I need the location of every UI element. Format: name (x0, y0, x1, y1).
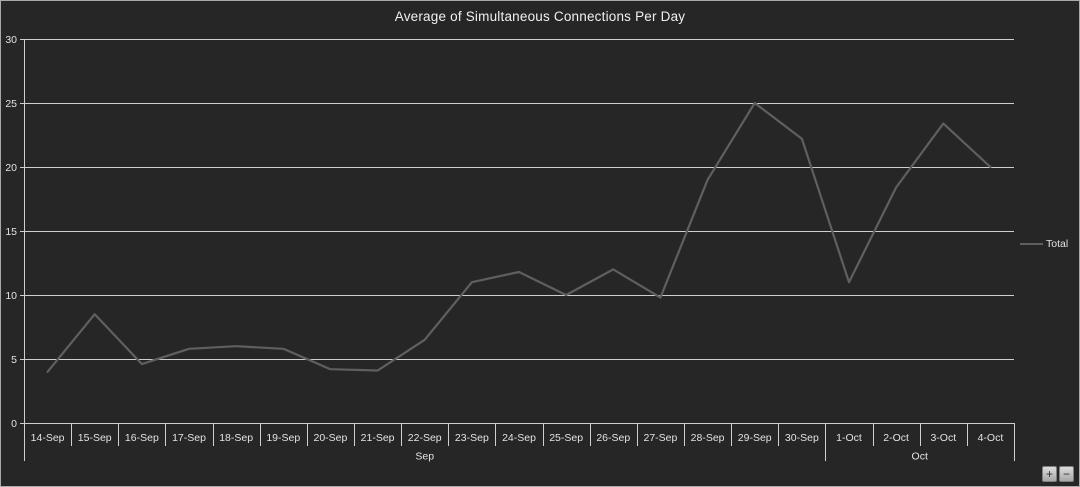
x-axis-category-label: 17-Sep (172, 432, 206, 444)
legend-series-label: Total (1046, 238, 1069, 250)
x-axis-category-label: 23-Sep (455, 432, 489, 444)
y-axis-tick-label: 25 (5, 98, 17, 110)
x-axis-category-label: 2-Oct (883, 432, 909, 444)
y-axis-tick-label: 20 (5, 162, 17, 174)
x-axis-category-label: 1-Oct (836, 432, 862, 444)
x-axis-category-label: 18-Sep (219, 432, 253, 444)
x-axis-category-label: 29-Sep (738, 432, 772, 444)
x-axis-category-label: 15-Sep (78, 432, 112, 444)
x-axis-category-label: 30-Sep (785, 432, 819, 444)
series-line-total (46, 101, 992, 373)
x-axis-category-label: 21-Sep (361, 432, 395, 444)
y-axis-tick-label: 15 (5, 226, 17, 238)
legend: Total (1020, 238, 1068, 250)
collapse-field-button[interactable]: − (1059, 466, 1074, 482)
expand-field-button[interactable]: + (1042, 466, 1057, 482)
x-axis-category-label: 22-Sep (408, 432, 442, 444)
y-axis-tick-label: 0 (11, 418, 17, 430)
x-axis-category-label: 27-Sep (643, 432, 677, 444)
x-axis-category-label: 14-Sep (31, 432, 65, 444)
x-axis-category-label: 24-Sep (502, 432, 536, 444)
x-axis-category-label: 25-Sep (549, 432, 583, 444)
x-axis-category-label: 20-Sep (313, 432, 347, 444)
chart-title: Average of Simultaneous Connections Per … (394, 9, 686, 24)
x-axis-category-label: 16-Sep (125, 432, 159, 444)
x-axis-category-label: 4-Oct (978, 432, 1004, 444)
x-axis-category-label: 28-Sep (691, 432, 725, 444)
y-axis-tick-label: 5 (11, 354, 17, 366)
y-axis-tick-label: 30 (5, 34, 17, 46)
x-axis-category-label: 26-Sep (596, 432, 630, 444)
pivot-field-buttons: + − (1042, 466, 1074, 482)
legend-line-sample-icon (1020, 243, 1043, 245)
x-axis-category-label: 3-Oct (930, 432, 956, 444)
x-axis-group-label: Sep (415, 451, 434, 463)
x-axis-category-label: 19-Sep (266, 432, 300, 444)
x-axis-group-label: Oct (912, 451, 928, 463)
y-axis-tick-label: 10 (5, 290, 17, 302)
